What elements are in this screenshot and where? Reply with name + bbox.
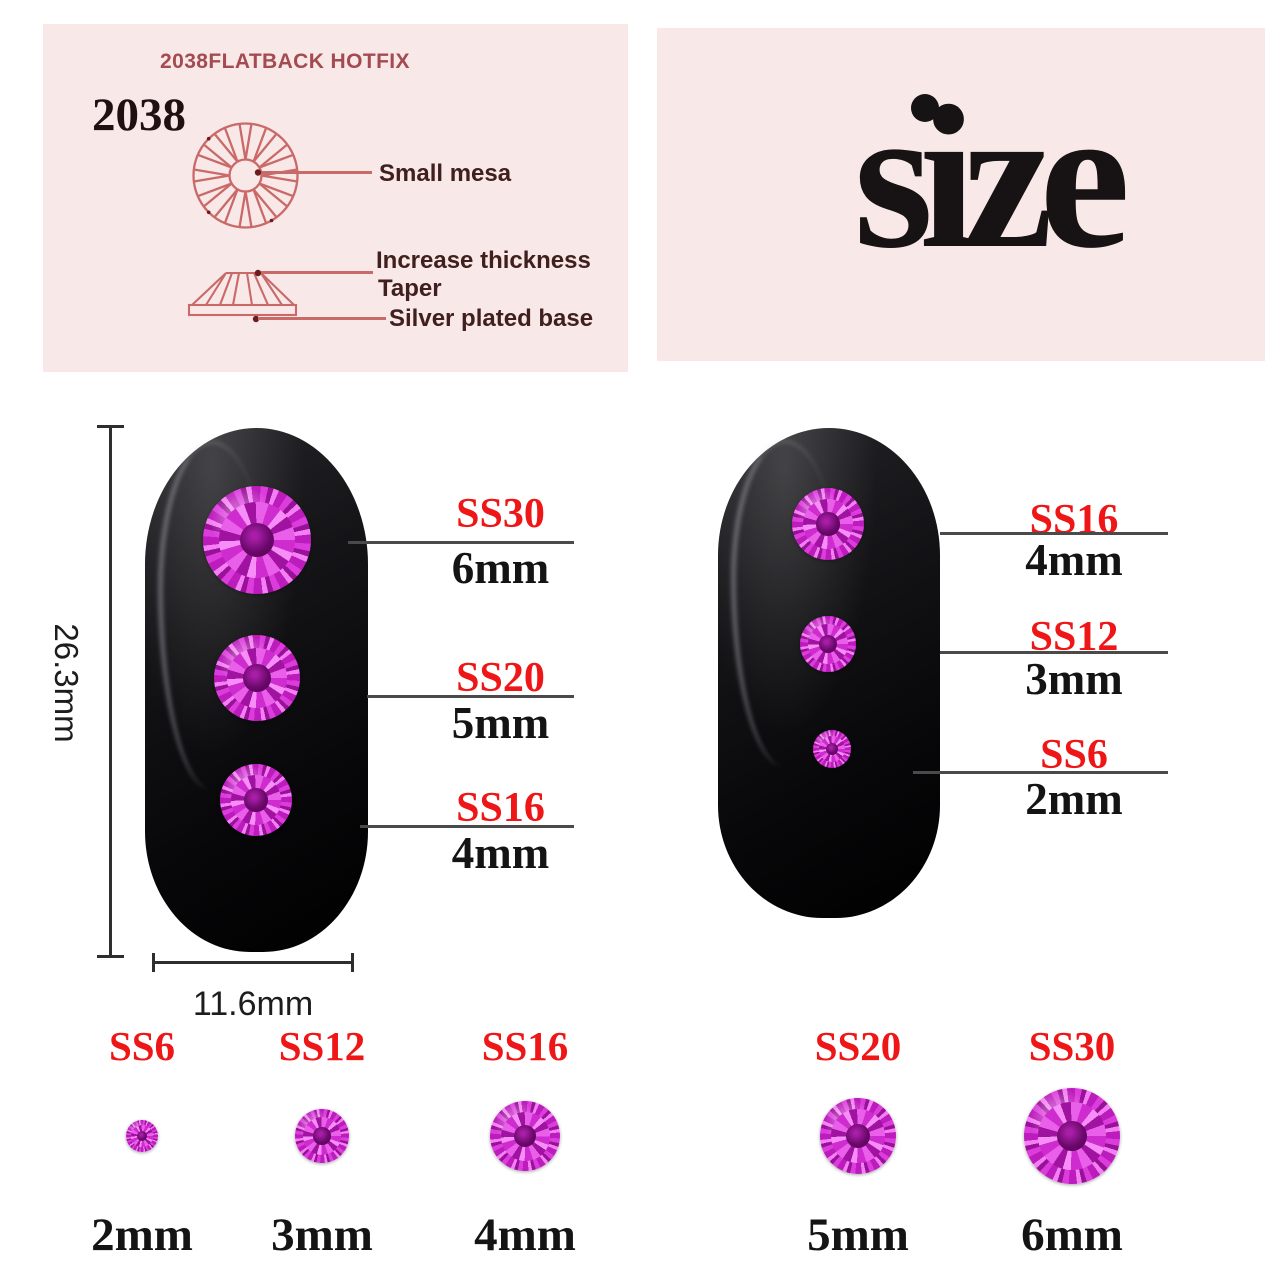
callout-line <box>348 541 574 544</box>
rhinestone-side-view-diagram <box>187 269 298 323</box>
label-taper: Taper <box>378 275 442 302</box>
chart-code: SS20 <box>814 1023 902 1069</box>
chart-stone-ss12 <box>295 1109 349 1163</box>
rhinestone-top-view-diagram <box>192 122 299 229</box>
size-panel <box>657 28 1265 361</box>
callout-code: SS20 <box>456 655 545 701</box>
chart-stone-ss30 <box>1024 1088 1120 1184</box>
leader-line-thickness <box>261 271 373 274</box>
width-dimension-label: 11.6mm <box>192 985 314 1023</box>
rhinestone-ss6 <box>813 730 851 768</box>
callout-size: 6mm <box>451 543 550 593</box>
width-dimension-cap-right <box>351 953 354 972</box>
callout-size: 4mm <box>1025 535 1123 585</box>
callout-line <box>940 532 1168 535</box>
callout-line <box>360 825 574 828</box>
model-number: 2038 <box>92 89 186 141</box>
rhinestone-ss12 <box>800 616 856 672</box>
chart-size: 3mm <box>271 1209 373 1261</box>
chart-stone-ss6 <box>126 1120 158 1152</box>
leader-line-base <box>258 317 386 320</box>
label-increase-thickness: Increase thickness <box>376 247 591 274</box>
chart-code: SS12 <box>278 1023 366 1069</box>
size-title: size <box>853 64 1131 291</box>
chart-code: SS30 <box>1028 1023 1116 1069</box>
label-silver-plated-base: Silver plated base <box>389 305 594 332</box>
callout-line <box>367 695 574 698</box>
chart-stone-ss16 <box>490 1101 560 1171</box>
panel-title: 2038FLATBACK HOTFIX <box>160 50 410 73</box>
width-dimension-line <box>153 961 353 964</box>
callout-size: 5mm <box>451 698 550 748</box>
callout-size: 3mm <box>1025 654 1123 704</box>
callout-size: 2mm <box>1025 774 1123 824</box>
rhinestone-ss16-right <box>792 488 864 560</box>
chart-stone-ss20 <box>820 1098 896 1174</box>
chart-size: 2mm <box>91 1209 193 1261</box>
width-dimension-cap-left <box>152 953 155 972</box>
label-small-mesa: Small mesa <box>379 160 512 187</box>
callout-line <box>940 651 1168 654</box>
callout-code: SS16 <box>456 785 545 831</box>
rhinestone-ss20 <box>214 635 300 721</box>
chart-size: 6mm <box>1021 1209 1123 1261</box>
height-dimension-cap-bottom <box>97 955 124 958</box>
chart-code: SS16 <box>481 1023 569 1069</box>
callout-code: SS6 <box>1040 732 1108 778</box>
leader-line-small-mesa <box>262 171 372 174</box>
height-dimension-label: 26.3mm <box>48 623 85 743</box>
height-dimension-line <box>109 427 112 957</box>
size-title-dot <box>911 94 939 122</box>
callout-size: 4mm <box>451 828 550 878</box>
diagram-panel <box>43 24 628 372</box>
rhinestone-ss30 <box>203 486 311 594</box>
chart-size: 4mm <box>474 1209 576 1261</box>
callout-line <box>913 771 1168 774</box>
height-dimension-cap-top <box>97 425 124 428</box>
callout-code: SS30 <box>456 491 545 537</box>
chart-code: SS6 <box>108 1023 176 1069</box>
chart-size: 5mm <box>807 1209 909 1261</box>
rhinestone-ss16-left <box>220 764 292 836</box>
